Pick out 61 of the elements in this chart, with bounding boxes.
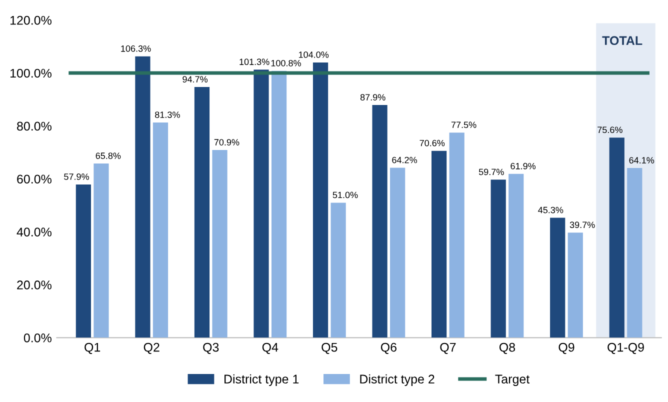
bar — [76, 184, 92, 338]
data-label: 45.3% — [538, 206, 564, 214]
x-tick-label: Q7 — [440, 342, 456, 354]
data-label: 75.6% — [598, 126, 622, 134]
bar — [312, 62, 328, 338]
data-label: 106.3% — [121, 45, 151, 52]
legend-label: District type 1 — [224, 374, 299, 386]
bar — [212, 150, 228, 338]
bar — [568, 232, 583, 338]
data-label: 39.7% — [570, 222, 595, 228]
bar — [254, 70, 269, 338]
bar — [508, 174, 524, 338]
data-label: 64.1% — [629, 157, 654, 164]
bar — [194, 87, 210, 338]
y-tick-label: 80.0% — [17, 122, 52, 131]
bar — [609, 138, 624, 338]
x-tick-label: Q1 — [84, 342, 100, 354]
x-tick-label: Q8 — [499, 342, 516, 354]
bar — [390, 168, 406, 338]
bar — [432, 150, 447, 338]
x-tick-label: Q3 — [203, 342, 219, 354]
bar — [372, 105, 388, 338]
bar — [627, 168, 642, 338]
data-label: 101.3% — [240, 58, 270, 66]
data-label: 104.0% — [298, 51, 329, 58]
data-label: 70.6% — [420, 140, 445, 146]
legend-label: District type 2 — [360, 374, 434, 386]
data-label: 87.9% — [360, 94, 386, 100]
bar — [449, 132, 464, 338]
data-label: 70.9% — [214, 139, 240, 146]
data-label: 65.8% — [96, 152, 121, 159]
legend-label: Target — [495, 374, 530, 386]
bar — [330, 202, 346, 338]
bar — [94, 164, 109, 338]
y-tick-label: 60.0% — [17, 174, 52, 184]
y-tick-label: 0.0% — [24, 333, 52, 342]
data-label: 81.3% — [155, 112, 180, 118]
y-tick-label: 20.0% — [17, 280, 52, 290]
y-tick-label: 120.0% — [10, 16, 52, 25]
data-label: 59.7% — [478, 168, 504, 176]
bar — [490, 180, 506, 338]
y-tick-label: 40.0% — [16, 228, 52, 236]
x-tick-label: Q4 — [262, 342, 278, 354]
band-label: TOTAL — [602, 36, 642, 46]
data-label: 94.7% — [182, 76, 208, 82]
bar — [271, 70, 287, 338]
data-label: 51.0% — [332, 192, 358, 198]
x-tick-label: Q1-Q9 — [608, 342, 644, 354]
data-label: 61.9% — [510, 162, 536, 170]
x-tick-label: Q5 — [322, 342, 338, 354]
bar — [135, 56, 150, 338]
bar — [550, 218, 566, 338]
data-label: 57.9% — [64, 173, 89, 180]
x-tick-label: Q2 — [144, 342, 160, 354]
y-tick-label: 100.0% — [10, 68, 52, 78]
bar — [152, 122, 168, 338]
data-label: 100.8% — [271, 60, 301, 66]
data-label: 77.5% — [451, 122, 476, 128]
data-label: 64.2% — [392, 156, 417, 164]
x-tick-label: Q9 — [558, 342, 574, 354]
x-tick-label: Q6 — [380, 342, 396, 354]
